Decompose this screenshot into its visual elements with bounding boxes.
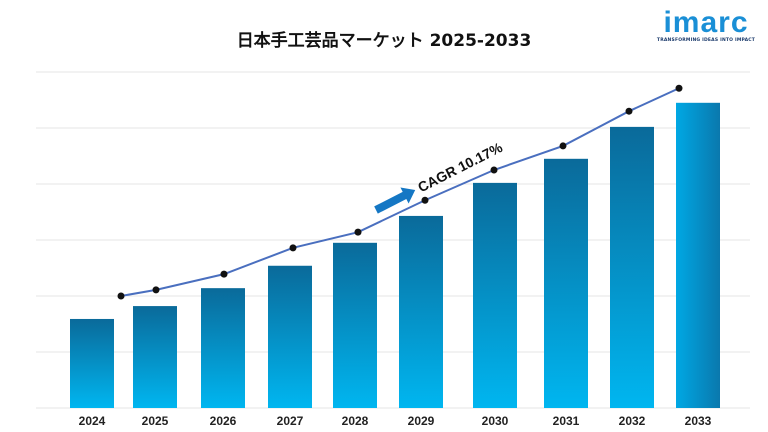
trend-marker [421,196,429,204]
bar-2025 [133,306,177,408]
trend-marker [354,228,362,236]
bar-2031 [544,158,588,408]
bar-2029 [399,215,443,408]
trend-marker [220,270,228,278]
trend-marker [152,286,160,294]
bar-2028 [333,242,377,408]
x-tick-label: 2030 [482,414,509,428]
x-tick-label: 2028 [342,414,369,428]
x-tick-label: 2031 [553,414,580,428]
x-tick-label: 2033 [685,414,712,428]
chart-title: 日本手工芸品マーケット 2025-2033 [236,31,532,51]
trend-marker [289,244,297,252]
bar-2030 [473,182,517,408]
logo-tagline: TRANSFORMING IDEAS INTO IMPACT [656,38,756,43]
trend-marker [675,84,683,92]
x-tick-label: 2027 [277,414,304,428]
x-tick-label: 2024 [79,414,106,428]
trend-marker [559,142,567,150]
trend-line [120,87,680,297]
trend-marker [625,107,633,115]
bar-2027 [268,265,312,408]
bar-2032 [610,126,654,408]
trend-marker [490,166,498,174]
bar-2033 [676,102,720,409]
cagr-arrow-icon [374,187,416,214]
x-tick-label: 2032 [619,414,646,428]
logo-word: imarc [663,6,749,39]
bar-2026 [201,288,245,408]
trend-marker [117,292,125,300]
x-tick-label: 2025 [142,414,169,428]
x-tick-label: 2026 [210,414,237,428]
x-tick-label: 2029 [408,414,435,428]
bar-2024 [70,318,114,408]
imarc-logo: imarc TRANSFORMING IDEAS INTO IMPACT [654,6,758,44]
